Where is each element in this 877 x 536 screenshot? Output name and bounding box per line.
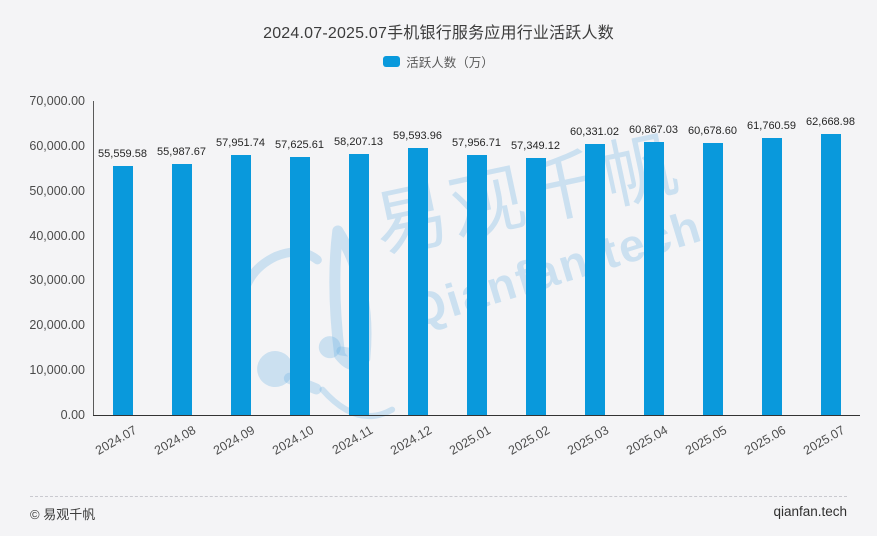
bar-2025.02[interactable] — [525, 157, 546, 415]
bar-2024.09[interactable] — [230, 155, 251, 415]
bar-value-label-2025.06: 61,760.59 — [747, 119, 796, 132]
footer-site-link[interactable]: qianfan.tech — [773, 504, 847, 519]
bar-2025.01[interactable] — [466, 155, 487, 415]
bar-2025.03[interactable] — [584, 144, 605, 415]
bar-2024.10[interactable] — [289, 156, 310, 415]
bar-2024.08[interactable] — [171, 163, 192, 415]
x-axis-line — [93, 415, 860, 416]
legend-label: 活跃人数（万） — [406, 56, 494, 70]
bar-value-label-2024.09: 57,951.74 — [216, 137, 265, 150]
y-tick-label: 50,000.00 — [29, 183, 85, 198]
bar-value-label-2024.10: 57,625.61 — [275, 138, 324, 151]
legend[interactable]: 活跃人数（万） — [0, 52, 877, 71]
bar-value-label-2025.03: 60,331.02 — [570, 126, 619, 139]
y-tick-label: 70,000.00 — [29, 94, 85, 108]
y-tick-label: 60,000.00 — [29, 138, 85, 153]
footer-divider — [30, 496, 847, 497]
bar-value-label-2024.07: 55,559.58 — [98, 147, 147, 160]
bar-2025.07[interactable] — [820, 133, 841, 415]
bar-2025.06[interactable] — [761, 137, 782, 415]
y-tick-label: 40,000.00 — [29, 228, 85, 243]
chart-title: 2024.07-2025.07手机银行服务应用行业活跃人数 — [263, 25, 614, 42]
bar-2024.11[interactable] — [348, 153, 369, 415]
bar-value-label-2024.08: 55,987.67 — [157, 145, 206, 158]
bar-2024.12[interactable] — [407, 147, 428, 415]
y-tick-label: 10,000.00 — [29, 363, 85, 378]
bar-2024.07[interactable] — [112, 165, 133, 415]
bar-value-label-2025.04: 60,867.03 — [629, 123, 678, 136]
bar-value-label-2025.02: 57,349.12 — [511, 139, 560, 152]
y-tick-label: 20,000.00 — [29, 318, 85, 333]
legend-marker-icon — [383, 56, 401, 67]
y-tick-label: 30,000.00 — [29, 273, 85, 288]
bar-value-label-2025.07: 62,668.98 — [806, 115, 855, 128]
bar-value-label-2024.11: 58,207.13 — [334, 135, 383, 148]
bar-value-label-2025.01: 57,956.71 — [452, 137, 501, 150]
bar-2025.04[interactable] — [643, 141, 664, 415]
y-tick-label: 0.00 — [60, 408, 85, 422]
y-axis-line — [93, 101, 94, 415]
bar-2025.05[interactable] — [702, 142, 723, 415]
bar-value-label-2024.12: 59,593.96 — [393, 129, 442, 142]
bar-value-label-2025.05: 60,678.60 — [688, 124, 737, 137]
footer-copyright: © 易观千帆 — [30, 507, 96, 522]
